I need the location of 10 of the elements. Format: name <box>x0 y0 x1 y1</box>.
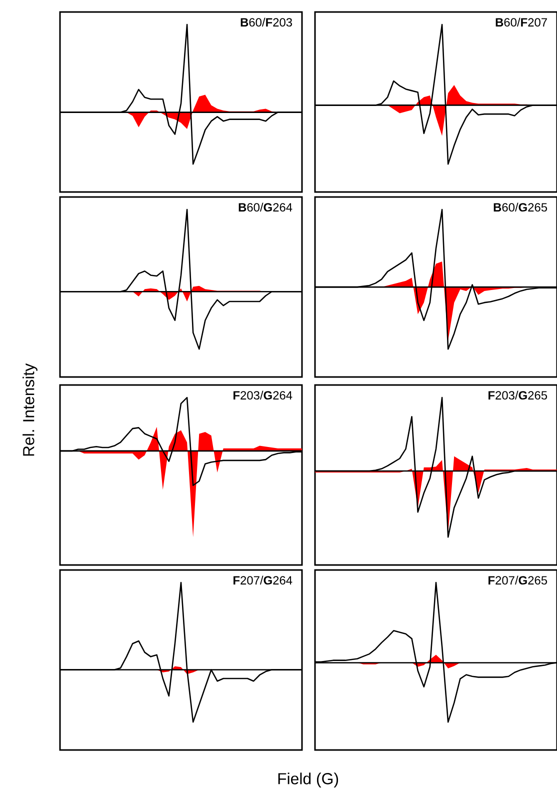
chart-title: F207/G265 <box>488 576 548 585</box>
chart-title: B60/F203 <box>240 18 292 27</box>
chart-title: B60/G264 <box>238 202 292 212</box>
chart-title: F207/G264 <box>234 576 292 585</box>
chart-title: B60/F207 <box>496 18 547 27</box>
y-axis-title: Rel. Intensity <box>22 363 38 456</box>
chart-title: F203/G265 <box>488 390 548 400</box>
chart-title: F203/G264 <box>234 390 292 400</box>
x-axis-title: Field (G) <box>278 772 338 788</box>
chart-title: B60/G265 <box>494 202 548 212</box>
